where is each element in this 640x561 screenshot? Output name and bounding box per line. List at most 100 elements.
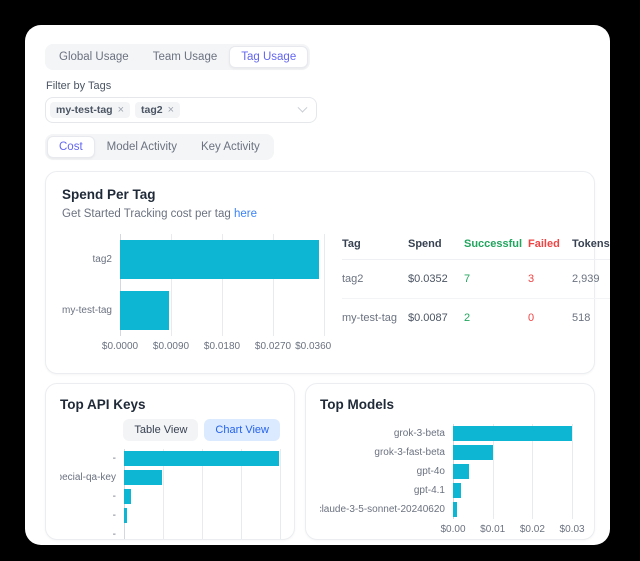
category-label: tag2 [92, 254, 112, 265]
bar-chart: grok-3-beta grok-3-fast-beta gpt-4o gpt-4.1… [320, 424, 580, 519]
chart-row [124, 468, 280, 487]
top-models-chart: grok-3-beta grok-3-fast-beta gpt-4o gpt-4.1… [320, 424, 585, 536]
bar [124, 489, 132, 504]
cell-spend: $0.0087 [408, 312, 448, 324]
spend-table: Tag Spend Successful Failed Tokens tag2 $0.035… [342, 234, 610, 353]
gridline [163, 449, 164, 539]
bar-chart: tag2 my-test-tag [62, 234, 325, 336]
gridline [324, 234, 325, 336]
chart-row [124, 487, 280, 506]
chart-row [120, 234, 324, 285]
cell-failed: 3 [528, 273, 535, 285]
category-label: gpt-4o [416, 466, 445, 477]
category-label: gpt-4.1 [413, 485, 445, 496]
spend-per-tag-card: Spend Per Tag Get Started Tracking cost … [45, 171, 610, 374]
gridline [492, 424, 494, 519]
x-axis: $0.0000 $0.0090 $0.0180 $0.0270 $0.0360 [102, 339, 331, 353]
gridline [171, 234, 172, 336]
subtitle-text: Get Started Tracking cost per tag [62, 208, 231, 220]
tag-chip-tag2: tag2 × [135, 102, 181, 118]
cell-successful: 7 [464, 273, 471, 285]
plot-area [120, 234, 325, 336]
tag-chip-label: my-test-tag [56, 104, 113, 116]
tag-filter-select[interactable]: my-test-tag × tag2 × [45, 97, 317, 123]
view-tab-group: Cost Model Activity Key Activity [45, 134, 274, 160]
axis-tick-label: $0.00 [440, 524, 466, 535]
bar [453, 445, 493, 460]
chevron-down-icon[interactable] [297, 102, 308, 113]
chart-row [453, 443, 580, 462]
chart-row [453, 462, 580, 481]
bar [453, 426, 573, 441]
category-label: - [112, 491, 116, 502]
category-label: pecial-qa-key [60, 472, 116, 483]
bar [453, 464, 469, 479]
chart-row [124, 449, 280, 468]
tab-global-usage[interactable]: Global Usage [59, 51, 129, 63]
bar [124, 508, 127, 523]
bar [124, 451, 280, 466]
card-title: Top Models [320, 397, 394, 412]
category-label: - [112, 510, 116, 521]
table-header-row: Tag Spend Successful Failed Tokens [342, 234, 610, 260]
axis-tick-label: $0.0090 [152, 341, 190, 352]
tab-tag-usage[interactable]: Tag Usage [229, 46, 309, 68]
remove-tag-icon[interactable]: × [167, 103, 175, 116]
table-row: tag2 $0.0352 7 3 2,939 [342, 260, 610, 299]
tab-model-activity[interactable]: Model Activity [106, 141, 177, 153]
chart-view-button[interactable]: Chart View [204, 419, 280, 441]
chart-row [120, 285, 324, 336]
axis-tick-label: $0.0270 [254, 341, 292, 352]
tab-cost[interactable]: Cost [47, 136, 95, 158]
cell-tokens: 2,939 [572, 273, 600, 285]
table-view-button[interactable]: Table View [123, 419, 199, 441]
get-started-link[interactable]: here [233, 208, 257, 220]
chart-row [124, 506, 280, 525]
bar-chart: - pecial-qa-key - - - [60, 449, 281, 539]
card-title: Top API Keys [60, 397, 146, 412]
axis-tick-label: $0.02 [519, 524, 545, 535]
top-api-keys-chart: - pecial-qa-key - - - [60, 449, 281, 539]
cell-spend: $0.0352 [408, 273, 448, 285]
gridline [572, 424, 574, 519]
category-label: grok-3-fast-beta [374, 447, 445, 458]
gridline [532, 424, 534, 519]
category-axis: grok-3-beta grok-3-fast-beta gpt-4o gpt-4.1… [320, 424, 453, 519]
bar [124, 470, 162, 485]
remove-tag-icon[interactable]: × [117, 103, 125, 116]
cell-failed: 0 [528, 312, 535, 324]
tab-team-usage[interactable]: Team Usage [152, 51, 218, 63]
axis-tick-label: $0.03 [559, 524, 585, 535]
cell-successful: 2 [464, 312, 471, 324]
category-axis: tag2 my-test-tag [62, 234, 120, 336]
bar [453, 502, 457, 517]
category-label: - [112, 453, 116, 464]
chart-row [453, 481, 580, 500]
top-models-card: Top Models grok-3-beta grok-3-fast-beta gp… [305, 383, 595, 540]
cell-tokens: 518 [572, 312, 591, 324]
axis-tick-label: $0.0000 [101, 341, 139, 352]
spend-per-tag-chart: tag2 my-test-tag $0.0000 $0.0090 $0.0180 $0.0… [62, 234, 331, 353]
gridline [280, 449, 281, 539]
axis-tick-label: $0.01 [480, 524, 506, 535]
chart-row [453, 500, 580, 519]
bar [453, 483, 461, 498]
gridline [222, 234, 223, 336]
column-header-failed: Failed [528, 238, 560, 250]
tag-chip-my-test-tag: my-test-tag × [50, 102, 131, 118]
bar [120, 240, 320, 279]
chart-row [124, 525, 280, 539]
usage-dashboard: Global Usage Team Usage Tag Usage Filter… [25, 25, 610, 545]
category-label: grok-3-beta [393, 428, 445, 439]
top-api-keys-card: Top API Keys Table View Chart View - peci… [45, 383, 295, 540]
cell-tag: my-test-tag [342, 312, 398, 324]
chart-row [453, 424, 580, 443]
category-axis: - pecial-qa-key - - - [60, 449, 124, 539]
filter-by-tags-label: Filter by Tags [46, 80, 112, 92]
card-title: Spend Per Tag [62, 187, 156, 202]
column-header-spend: Spend [408, 238, 442, 250]
category-label: my-test-tag [62, 305, 112, 316]
gridline [120, 234, 121, 336]
tab-key-activity[interactable]: Key Activity [200, 141, 260, 153]
gridline [241, 449, 242, 539]
